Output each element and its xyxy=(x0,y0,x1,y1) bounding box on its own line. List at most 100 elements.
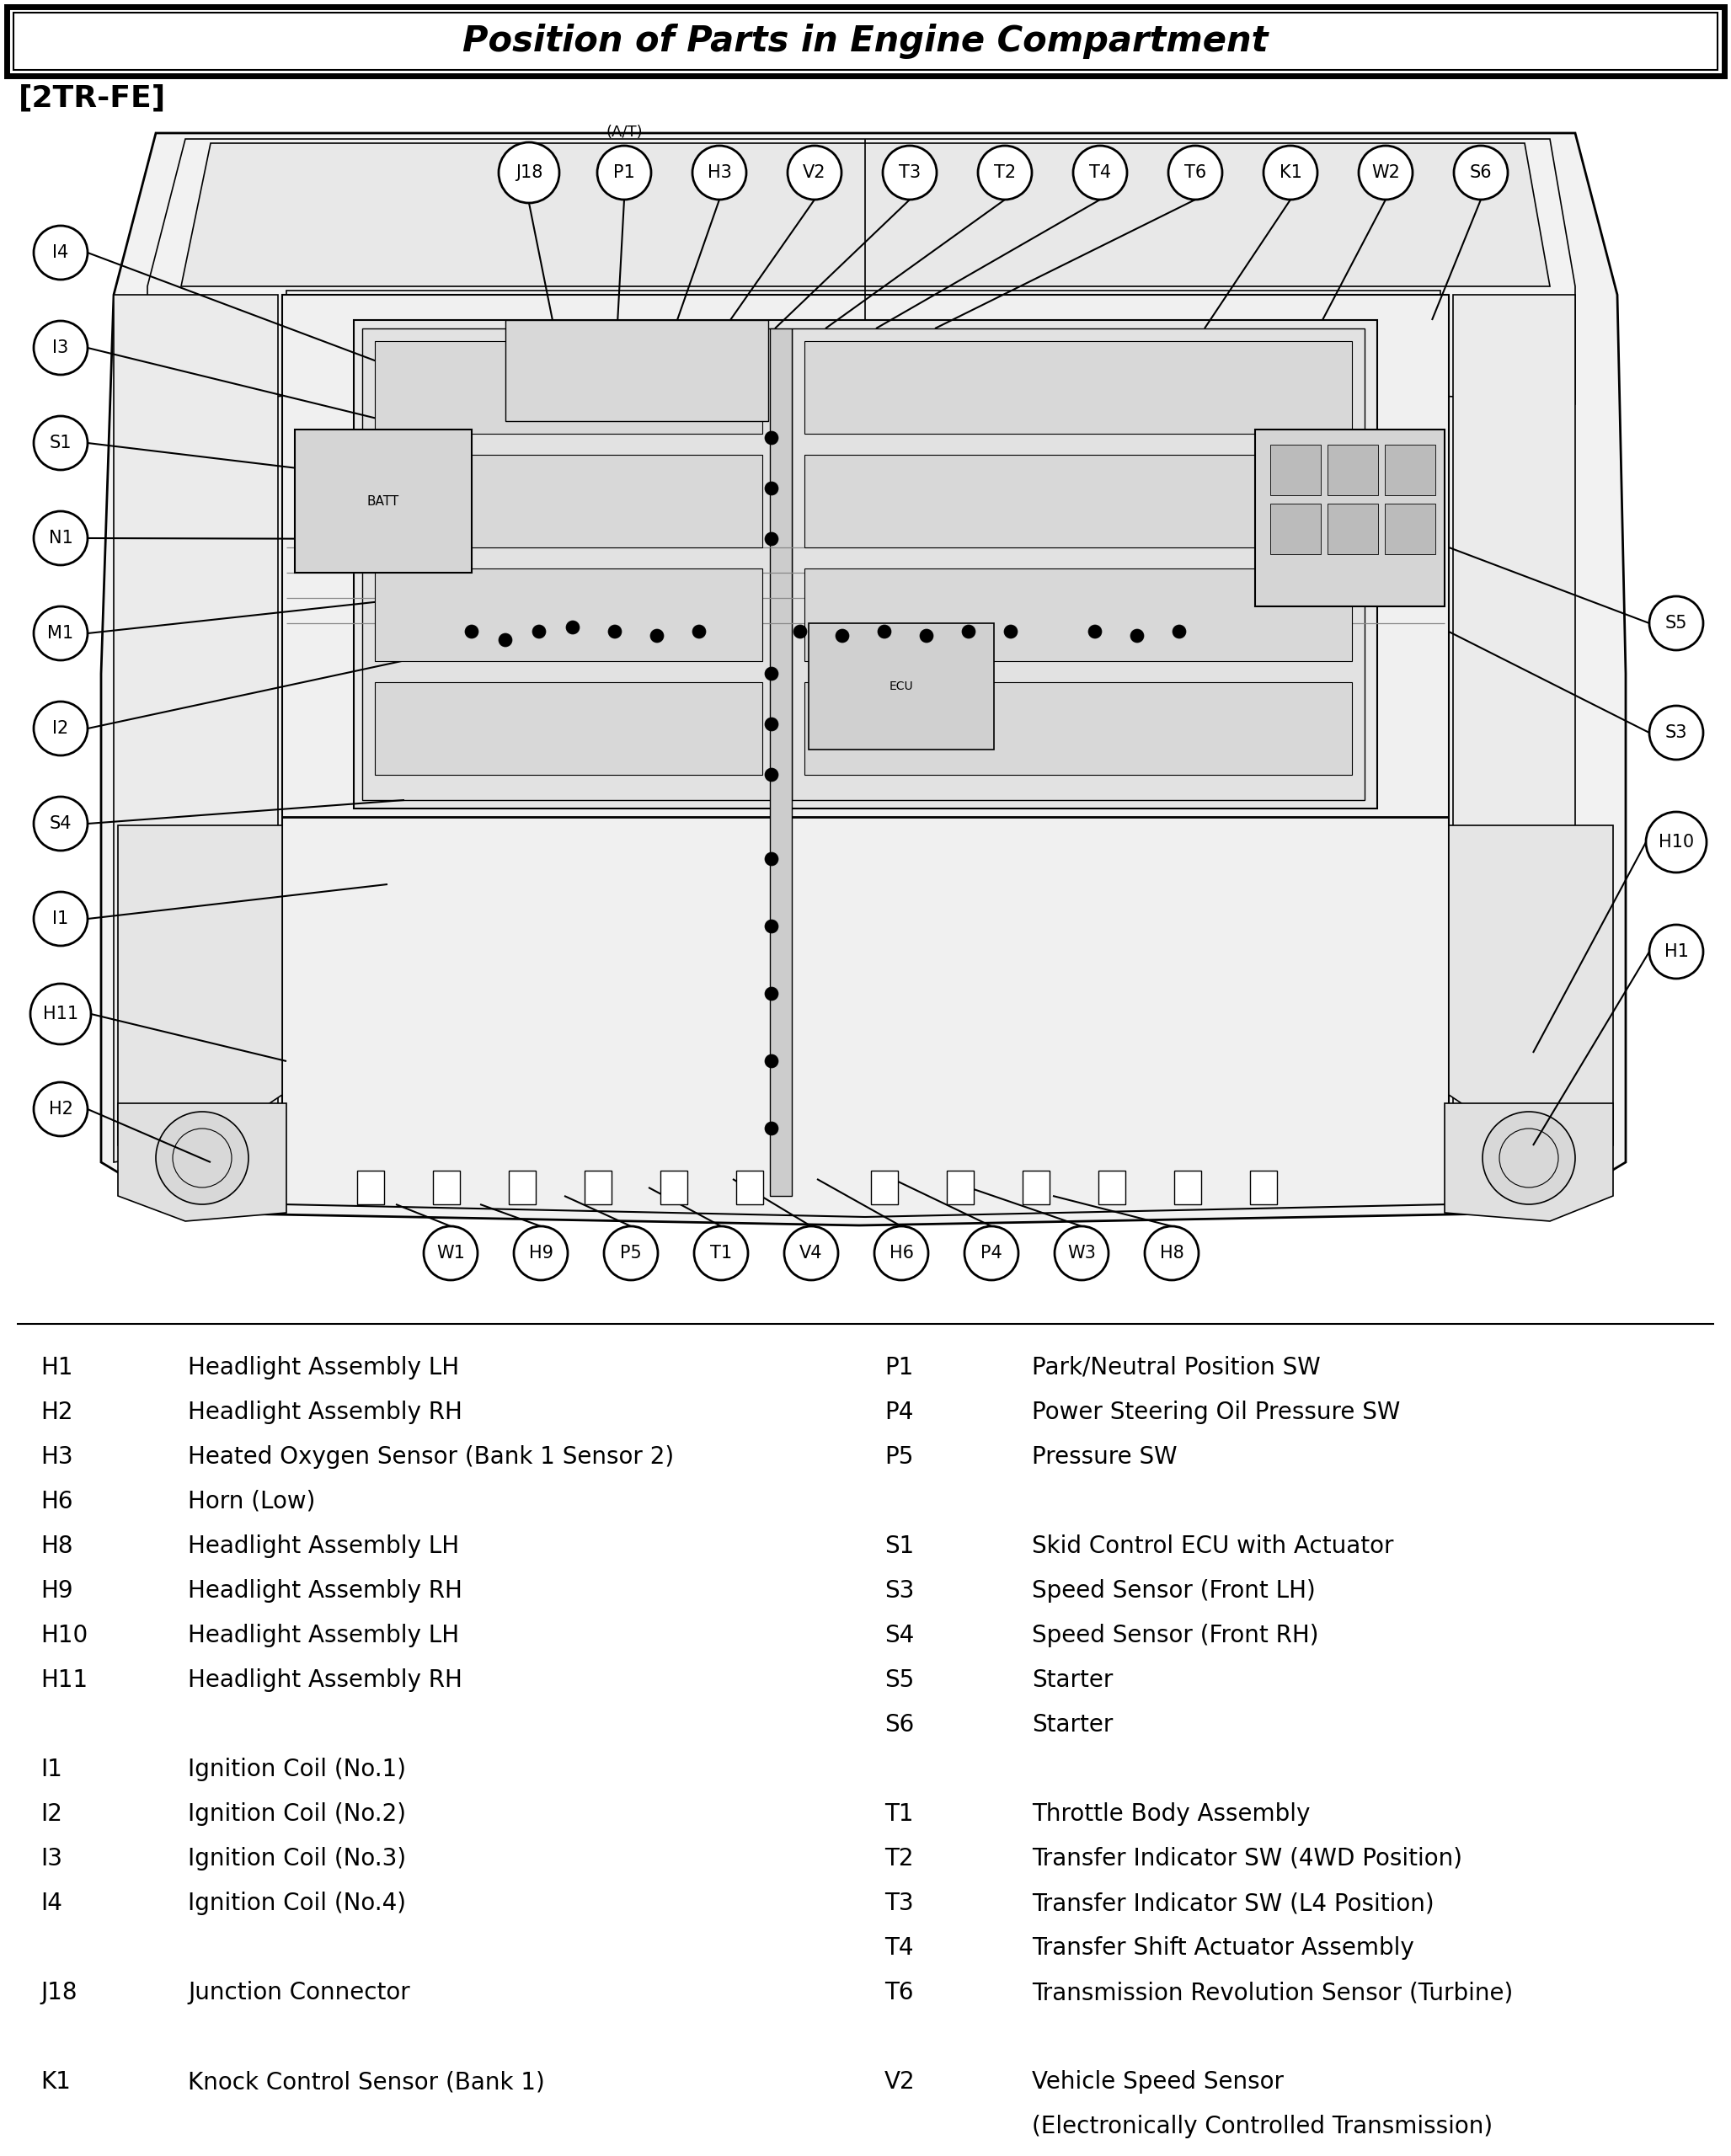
Text: H11: H11 xyxy=(43,1005,78,1022)
Circle shape xyxy=(978,147,1032,201)
Text: Power Steering Oil Pressure SW: Power Steering Oil Pressure SW xyxy=(1032,1401,1400,1425)
Polygon shape xyxy=(1445,1104,1613,1220)
Circle shape xyxy=(765,852,779,867)
Text: S6: S6 xyxy=(1470,164,1492,181)
Text: H6: H6 xyxy=(40,1490,73,1514)
Text: Ignition Coil (No.4): Ignition Coil (No.4) xyxy=(189,1891,407,1915)
Circle shape xyxy=(1130,630,1144,642)
Circle shape xyxy=(514,1227,568,1281)
Text: W2: W2 xyxy=(1371,164,1400,181)
Polygon shape xyxy=(1174,1171,1201,1205)
Text: Headlight Assembly LH: Headlight Assembly LH xyxy=(189,1535,459,1559)
Circle shape xyxy=(883,147,936,201)
Circle shape xyxy=(765,666,779,681)
Circle shape xyxy=(33,1082,88,1136)
Text: P4: P4 xyxy=(980,1244,1002,1261)
Circle shape xyxy=(1264,147,1317,201)
Text: Ignition Coil (No.3): Ignition Coil (No.3) xyxy=(189,1848,407,1871)
Circle shape xyxy=(765,1054,779,1067)
Text: I4: I4 xyxy=(52,244,69,261)
Polygon shape xyxy=(282,295,1449,1216)
Text: H8: H8 xyxy=(1160,1244,1184,1261)
Polygon shape xyxy=(362,328,775,800)
Text: P4: P4 xyxy=(885,1401,914,1425)
Text: I1: I1 xyxy=(40,1757,62,1781)
Polygon shape xyxy=(805,681,1352,774)
Polygon shape xyxy=(114,295,279,1162)
Text: I2: I2 xyxy=(40,1802,62,1826)
Text: H3: H3 xyxy=(40,1445,73,1468)
Text: K1: K1 xyxy=(40,2070,71,2093)
Circle shape xyxy=(33,416,88,470)
Text: I2: I2 xyxy=(52,720,69,737)
Circle shape xyxy=(533,625,545,638)
Circle shape xyxy=(836,630,850,642)
Circle shape xyxy=(765,1121,779,1136)
Text: P1: P1 xyxy=(885,1356,914,1380)
Text: T2: T2 xyxy=(885,1848,914,1871)
Circle shape xyxy=(31,983,92,1044)
Circle shape xyxy=(1650,925,1703,979)
Text: S3: S3 xyxy=(885,1578,914,1602)
Text: J18: J18 xyxy=(516,164,542,181)
Polygon shape xyxy=(376,681,762,774)
Polygon shape xyxy=(1023,1171,1049,1205)
Text: BATT: BATT xyxy=(367,494,400,507)
Text: S1: S1 xyxy=(50,436,71,451)
Polygon shape xyxy=(1452,295,1575,1162)
Circle shape xyxy=(1650,597,1703,651)
Text: H11: H11 xyxy=(40,1669,88,1692)
Text: (A/T): (A/T) xyxy=(606,125,642,140)
Circle shape xyxy=(878,625,891,638)
Polygon shape xyxy=(770,328,791,1197)
Polygon shape xyxy=(294,429,473,573)
Text: T4: T4 xyxy=(1089,164,1111,181)
Text: Pressure SW: Pressure SW xyxy=(1032,1445,1177,1468)
Text: P5: P5 xyxy=(620,1244,642,1261)
Text: H9: H9 xyxy=(40,1578,73,1602)
Text: Knock Control Sensor (Bank 1): Knock Control Sensor (Bank 1) xyxy=(189,2070,545,2093)
Text: H1: H1 xyxy=(1663,944,1688,959)
Text: I4: I4 xyxy=(40,1891,62,1915)
Circle shape xyxy=(694,1227,748,1281)
Text: Heated Oxygen Sensor (Bank 1 Sensor 2): Heated Oxygen Sensor (Bank 1 Sensor 2) xyxy=(189,1445,673,1468)
Text: H8: H8 xyxy=(40,1535,73,1559)
Polygon shape xyxy=(1255,429,1445,606)
Circle shape xyxy=(765,533,779,545)
Circle shape xyxy=(33,226,88,280)
Text: S5: S5 xyxy=(885,1669,914,1692)
Text: Headlight Assembly LH: Headlight Assembly LH xyxy=(189,1623,459,1647)
Text: T3: T3 xyxy=(885,1891,914,1915)
Polygon shape xyxy=(805,569,1352,662)
Text: H1: H1 xyxy=(40,1356,73,1380)
Circle shape xyxy=(33,606,88,660)
Text: Junction Connector: Junction Connector xyxy=(189,1981,410,2005)
Polygon shape xyxy=(118,826,282,1162)
Polygon shape xyxy=(736,1171,763,1205)
Polygon shape xyxy=(1271,505,1321,554)
Text: Headlight Assembly RH: Headlight Assembly RH xyxy=(189,1401,462,1425)
Text: P1: P1 xyxy=(613,164,635,181)
Circle shape xyxy=(793,625,807,638)
Text: V2: V2 xyxy=(803,164,826,181)
Circle shape xyxy=(765,481,779,496)
Text: N1: N1 xyxy=(48,530,73,548)
Circle shape xyxy=(1004,625,1018,638)
Circle shape xyxy=(765,431,779,444)
Text: Speed Sensor (Front RH): Speed Sensor (Front RH) xyxy=(1032,1623,1319,1647)
Polygon shape xyxy=(791,328,1364,800)
Text: Vehicle Speed Sensor: Vehicle Speed Sensor xyxy=(1032,2070,1284,2093)
Circle shape xyxy=(566,621,580,634)
Text: (Electronically Controlled Transmission): (Electronically Controlled Transmission) xyxy=(1032,2115,1492,2139)
Text: H10: H10 xyxy=(40,1623,88,1647)
Circle shape xyxy=(33,511,88,565)
Circle shape xyxy=(1650,705,1703,759)
Text: W3: W3 xyxy=(1068,1244,1096,1261)
Text: H9: H9 xyxy=(528,1244,552,1261)
Polygon shape xyxy=(433,1171,460,1205)
Text: T6: T6 xyxy=(1184,164,1207,181)
Text: H3: H3 xyxy=(708,164,732,181)
Text: T1: T1 xyxy=(710,1244,732,1261)
Text: Transfer Indicator SW (L4 Position): Transfer Indicator SW (L4 Position) xyxy=(1032,1891,1435,1915)
Text: Headlight Assembly LH: Headlight Assembly LH xyxy=(189,1356,459,1380)
